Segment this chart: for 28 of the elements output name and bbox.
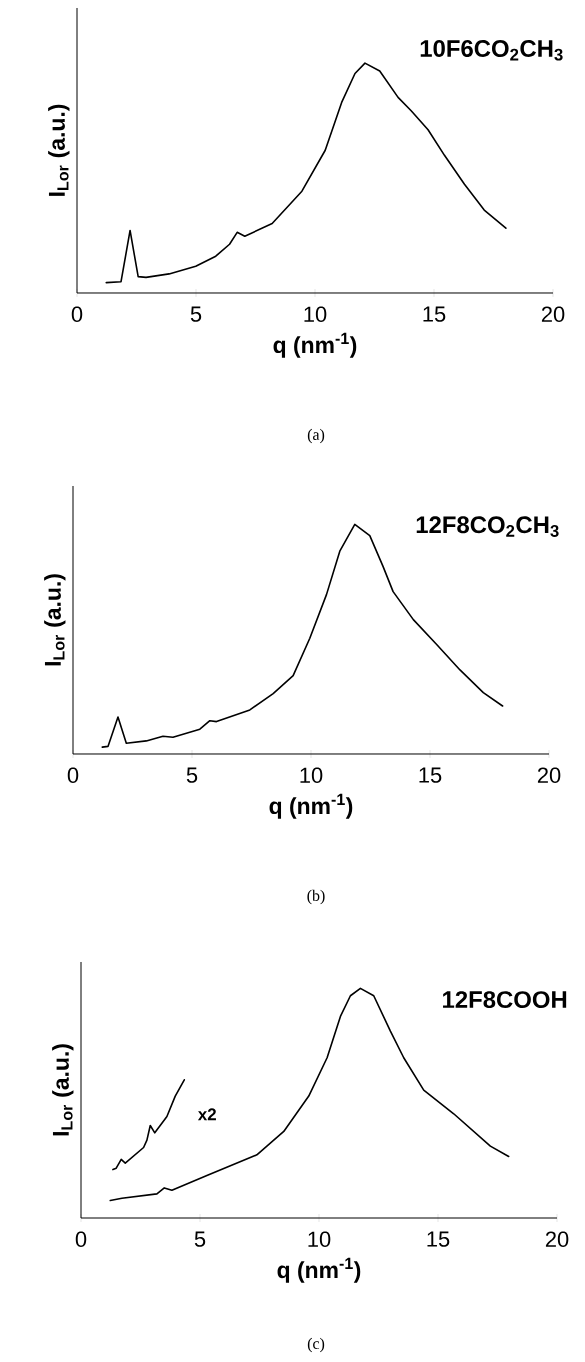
x-tick-label: 10 — [304, 306, 327, 323]
x-tick-label: 20 — [545, 1231, 569, 1248]
annotation: 12F8CO$_{2}$CH$_{3}$ — [416, 516, 559, 537]
x-tick-label: 10 — [308, 1231, 331, 1248]
x-tick-label: 20 — [541, 306, 565, 323]
x-tick-label: 0 — [75, 1231, 87, 1248]
x-tick-label: 20 — [537, 767, 561, 784]
text: (b) — [307, 889, 325, 905]
x-tick-label: 5 — [186, 767, 198, 783]
series-label: x2 — [197, 1108, 216, 1121]
x-tick-label: 15 — [423, 306, 446, 322]
x-tick-label: 0 — [71, 306, 83, 323]
y-axis-title: I$_{Lor}$ (a.u.) — [44, 574, 66, 666]
x-axis-title: q (nm$^{-1}$) — [269, 793, 353, 819]
text: 10F6CO$_{2}$CH$_{3}$ — [420, 40, 563, 61]
x-axis-title: q (nm$^{-1}$) — [277, 1257, 361, 1283]
x-tick-label: 10 — [300, 767, 323, 784]
x-tick-label: 5 — [194, 1231, 206, 1247]
x-tick-label: 15 — [419, 767, 442, 783]
annotation: 12F8COOH — [443, 991, 567, 1009]
x-tick-label: 15 — [427, 1231, 450, 1247]
y-axis-title: I$_{Lor}$ (a.u.) — [48, 104, 70, 196]
y-axis-title: I$_{Lor}$ (a.u.) — [52, 1044, 74, 1136]
x-axis-title: q (nm$^{-1}$) — [273, 332, 357, 358]
text: (c) — [307, 1337, 325, 1353]
x-tick-label: 5 — [190, 306, 202, 322]
text: (a) — [307, 428, 325, 444]
x-tick-label: 0 — [67, 767, 79, 784]
